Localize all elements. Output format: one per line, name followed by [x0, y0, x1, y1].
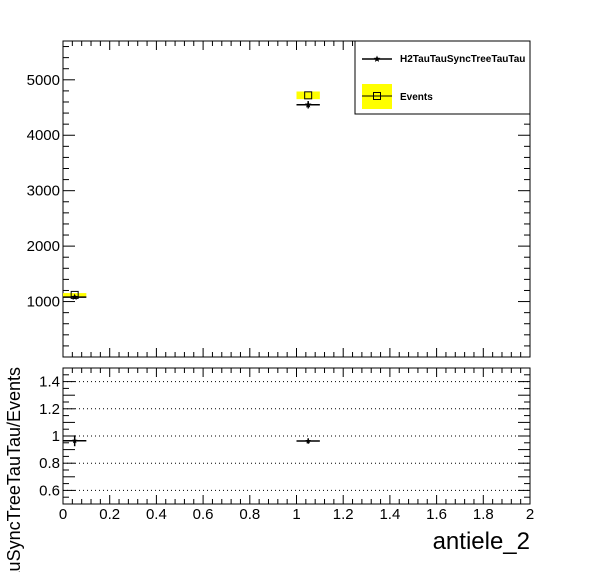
main-y-tick-labels: 1000 2000 3000 4000 5000 [27, 72, 60, 311]
x-tick-label: 2 [526, 506, 534, 523]
legend-star-marker [373, 55, 381, 62]
ratio-marker [71, 437, 78, 444]
legend-entry-h2tautau: H2TauTauSyncTreeTauTau [362, 54, 525, 65]
ratio-x-tick-labels: 0 0.2 0.4 0.6 0.8 1 1.2 1.4 1.6 1.8 2 [59, 506, 534, 523]
y-tick-label: 4000 [27, 127, 60, 144]
h2tautau-marker [304, 101, 312, 108]
x-tick-label: 0.8 [239, 506, 260, 523]
x-tick-label: 1.2 [333, 506, 354, 523]
y-tick-label: 5000 [27, 72, 60, 89]
ratio-y-tick-label: 1.4 [39, 374, 60, 391]
x-tick-label: 0 [59, 506, 67, 523]
legend-label-events: Events [400, 92, 433, 103]
y-tick-label: 2000 [27, 238, 60, 255]
legend-square-marker [373, 92, 381, 100]
ratio-data-marks [63, 435, 320, 447]
ratio-axis-ticks [62, 368, 531, 504]
ratio-y-tick-label: 0.6 [39, 482, 60, 499]
events-uncertainty-band [296, 91, 320, 100]
x-tick-label: 0.2 [99, 506, 120, 523]
ratio-marker [305, 438, 312, 444]
main-axis-ticks [62, 41, 531, 357]
ratio-y-tick-label: 0.8 [39, 455, 60, 472]
ratio-y-axis-title: H2TauTauSyncTreeTauTau/Events [4, 367, 24, 572]
y-tick-label: 3000 [27, 183, 60, 200]
x-tick-label: 0.6 [193, 506, 214, 523]
x-tick-label: 1.4 [379, 506, 400, 523]
legend-label-h2tautau: H2TauTauSyncTreeTauTau [400, 54, 525, 65]
main-data-marks [63, 91, 320, 300]
legend: H2TauTauSyncTreeTauTau Events [354, 40, 531, 115]
ratio-y-tick-label: 1 [52, 428, 60, 445]
main-plot-panel: 1000 2000 3000 4000 5000 [27, 40, 531, 358]
events-marker [304, 91, 313, 100]
ratio-y-tick-label: 1.2 [39, 401, 60, 418]
x-tick-label: 1 [292, 506, 300, 523]
x-tick-label: 1.6 [426, 506, 447, 523]
x-tick-label: 0.4 [146, 506, 167, 523]
legend-entry-events: Events [362, 84, 433, 109]
y-tick-label: 1000 [27, 294, 60, 311]
h2tautau-marker [71, 293, 78, 300]
x-tick-label: 1.8 [473, 506, 494, 523]
ratio-y-tick-labels: 0.6 0.8 1 1.2 1.4 [39, 374, 60, 500]
x-axis-title: antiele_2 [433, 528, 530, 555]
ratio-plot-panel: 0.6 0.8 1 1.2 1.4 0 0.2 0.4 0.6 0.8 1 1.2 1.4 1.6 1.8… [39, 367, 534, 523]
